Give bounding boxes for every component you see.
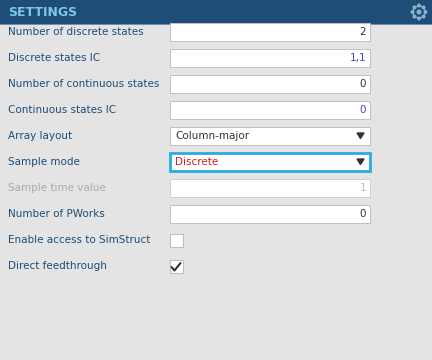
Bar [170,101,370,119]
Circle shape [424,11,427,13]
Circle shape [418,4,420,7]
Bar [170,260,183,273]
Circle shape [416,9,422,14]
Text: Continuous states IC: Continuous states IC [8,105,116,115]
Bar [170,179,370,197]
Polygon shape [357,159,364,165]
Bar [170,23,370,41]
Polygon shape [357,133,364,139]
Text: Discrete states IC: Discrete states IC [8,53,100,63]
Text: Array layout: Array layout [8,131,72,141]
Text: 2: 2 [359,27,366,37]
Circle shape [418,17,420,20]
Text: Sample time value: Sample time value [8,183,106,193]
Text: Number of discrete states: Number of discrete states [8,27,143,37]
Text: 1,1: 1,1 [349,53,366,63]
Circle shape [411,11,414,13]
Circle shape [422,6,425,9]
Bar [170,127,370,145]
Text: Direct feedthrough: Direct feedthrough [8,261,107,271]
Text: 0: 0 [359,79,366,89]
Text: Discrete: Discrete [175,157,218,167]
Bar [170,49,370,67]
Bar [170,75,370,93]
Circle shape [413,15,416,18]
Text: 0: 0 [359,105,366,115]
Text: 1: 1 [359,183,366,193]
Text: Number of continuous states: Number of continuous states [8,79,159,89]
Text: Enable access to SimStruct: Enable access to SimStruct [8,235,150,245]
Bar [170,153,370,171]
Text: Column-major: Column-major [175,131,249,141]
Bar [170,234,183,247]
Circle shape [413,6,416,9]
Bar [170,205,370,223]
Text: Number of PWorks: Number of PWorks [8,209,105,219]
Circle shape [422,15,425,18]
Bar [0,0,432,24]
Text: Sample mode: Sample mode [8,157,80,167]
Text: SETTINGS: SETTINGS [8,5,77,18]
Text: 0: 0 [359,209,366,219]
